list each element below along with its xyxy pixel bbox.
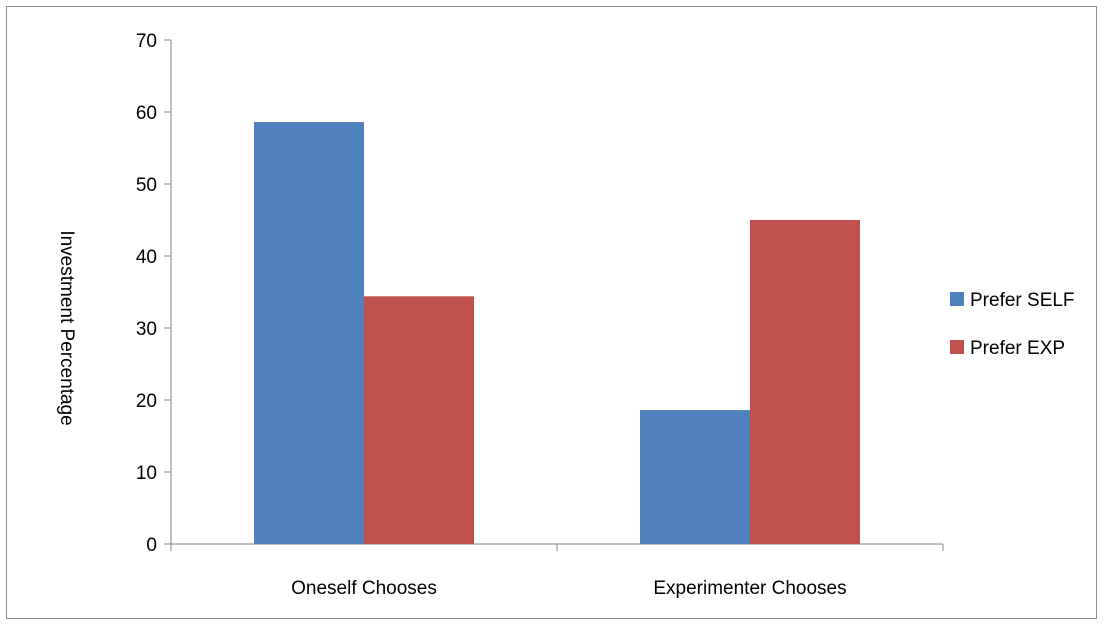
y-tick-label: 70 [136, 31, 157, 52]
y-tick-label: 10 [136, 463, 157, 484]
bar-prefer-self [639, 410, 750, 544]
legend-label: Prefer EXP [970, 338, 1065, 359]
y-axis: 0 10 20 30 40 50 60 70 [136, 31, 172, 556]
bar-prefer-exp [364, 296, 475, 544]
legend-swatch [950, 292, 964, 306]
bar-prefer-exp [750, 220, 861, 544]
x-axis: Oneself Chooses Experimenter Chooses [170, 543, 944, 599]
y-tick-label: 60 [136, 103, 157, 124]
y-axis-title: Investment Percentage [56, 230, 77, 425]
y-tick-label: 30 [136, 319, 157, 340]
x-category-label: Experimenter Chooses [653, 578, 846, 599]
bar-prefer-self [253, 122, 364, 544]
legend-label: Prefer SELF [970, 290, 1075, 311]
y-tick-label: 0 [146, 535, 157, 556]
bars [253, 122, 861, 544]
x-category-label: Oneself Chooses [291, 578, 437, 599]
legend-swatch [950, 340, 964, 354]
y-tick-label: 20 [136, 391, 157, 412]
y-tick-label: 50 [136, 175, 157, 196]
y-tick-label: 40 [136, 247, 157, 268]
chart-frame [6, 6, 1097, 619]
legend: Prefer SELF Prefer EXP [950, 290, 1075, 359]
